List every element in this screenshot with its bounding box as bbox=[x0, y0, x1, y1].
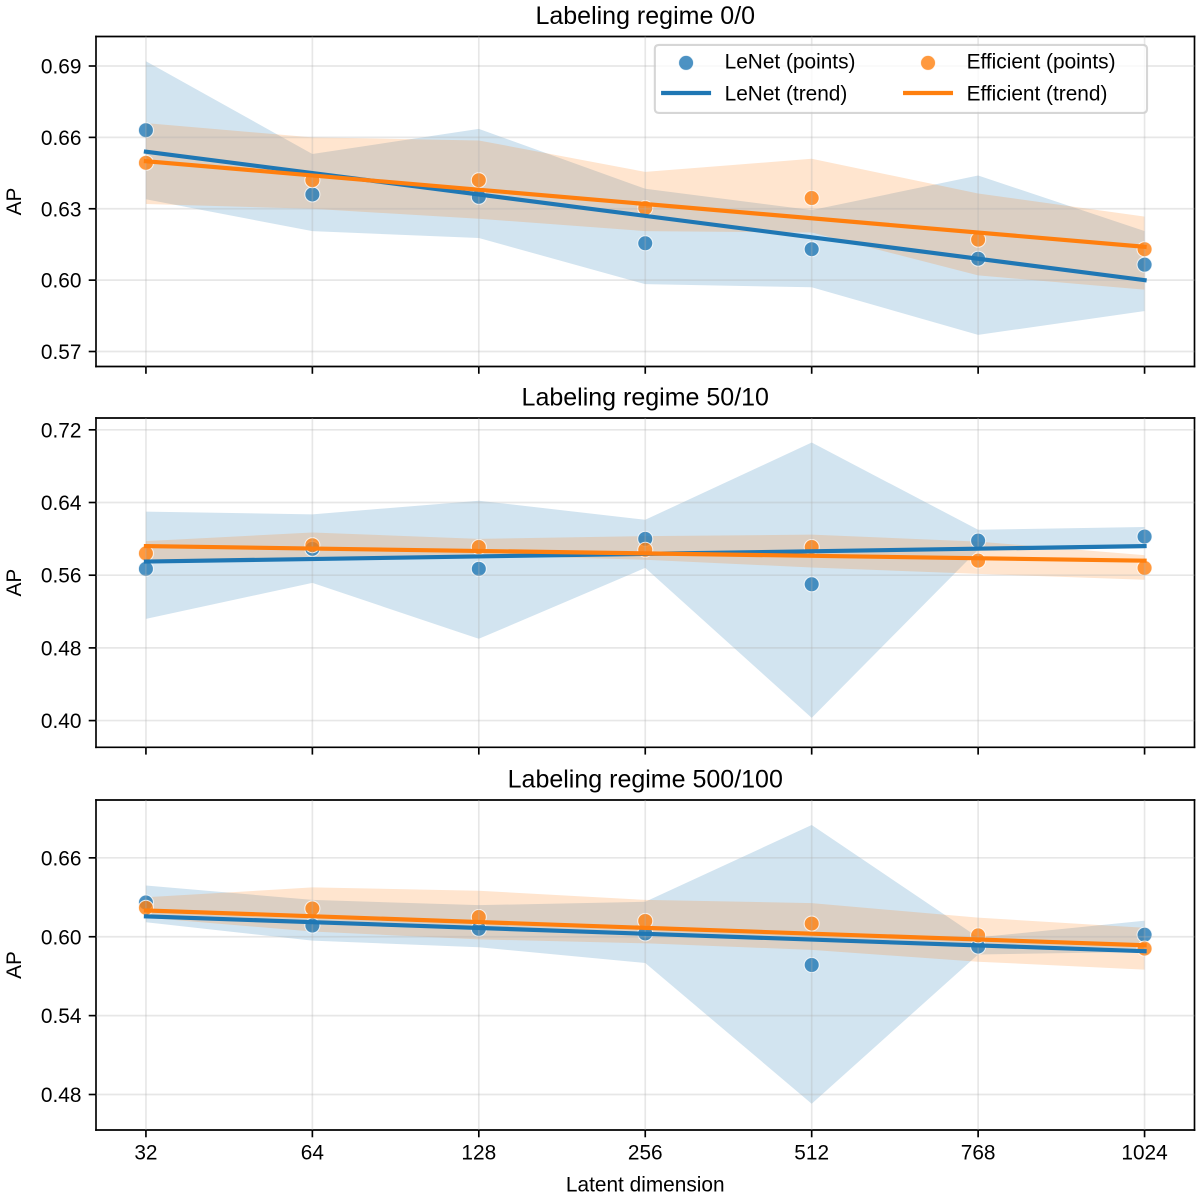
svg-text:Efficient (points): Efficient (points) bbox=[967, 50, 1116, 73]
svg-text:0.48: 0.48 bbox=[41, 637, 82, 660]
svg-text:1024: 1024 bbox=[1121, 1142, 1167, 1165]
svg-text:AP: AP bbox=[3, 188, 26, 216]
svg-text:768: 768 bbox=[961, 1142, 996, 1165]
svg-text:0.60: 0.60 bbox=[41, 926, 82, 949]
svg-text:64: 64 bbox=[301, 1142, 324, 1165]
svg-text:0.54: 0.54 bbox=[41, 1005, 82, 1028]
svg-text:0.66: 0.66 bbox=[41, 847, 82, 870]
svg-text:128: 128 bbox=[461, 1142, 496, 1165]
svg-text:256: 256 bbox=[628, 1142, 663, 1165]
svg-text:Latent dimension: Latent dimension bbox=[566, 1174, 725, 1197]
svg-text:AP: AP bbox=[3, 951, 26, 979]
svg-text:0.69: 0.69 bbox=[41, 56, 82, 79]
svg-text:Labeling regime 0/0: Labeling regime 0/0 bbox=[535, 2, 755, 30]
svg-text:Efficient (trend): Efficient (trend) bbox=[967, 82, 1108, 105]
svg-text:0.57: 0.57 bbox=[41, 341, 82, 364]
svg-text:AP: AP bbox=[3, 569, 26, 597]
svg-text:0.72: 0.72 bbox=[41, 419, 82, 442]
svg-text:0.48: 0.48 bbox=[41, 1084, 82, 1107]
svg-text:Labeling regime 500/100: Labeling regime 500/100 bbox=[508, 766, 783, 794]
svg-text:0.63: 0.63 bbox=[41, 198, 82, 221]
svg-text:0.56: 0.56 bbox=[41, 565, 82, 588]
svg-text:0.40: 0.40 bbox=[41, 710, 82, 733]
svg-text:LeNet (points): LeNet (points) bbox=[725, 50, 856, 73]
svg-text:Labeling regime 50/10: Labeling regime 50/10 bbox=[522, 383, 769, 411]
svg-text:0.60: 0.60 bbox=[41, 270, 82, 293]
svg-text:LeNet (trend): LeNet (trend) bbox=[725, 82, 848, 105]
svg-text:0.66: 0.66 bbox=[41, 127, 82, 150]
svg-text:512: 512 bbox=[794, 1142, 829, 1165]
svg-text:0.64: 0.64 bbox=[41, 492, 82, 515]
svg-text:32: 32 bbox=[134, 1142, 157, 1165]
